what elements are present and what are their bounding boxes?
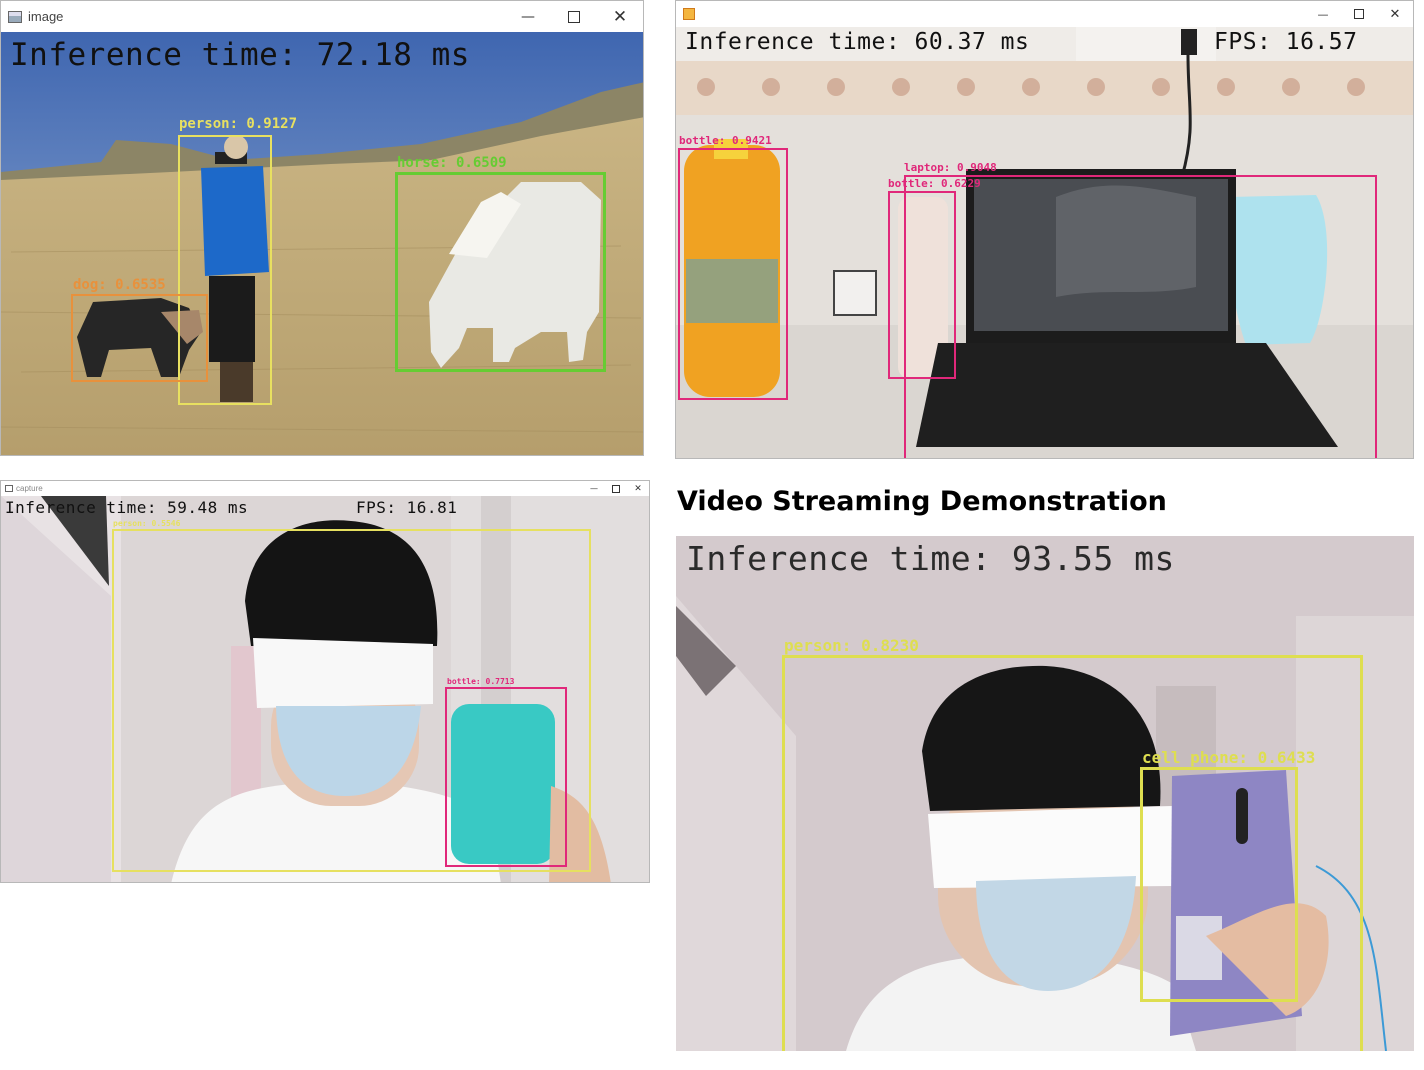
image-window: image — ✕ [0, 0, 644, 456]
close-icon[interactable]: ✕ [1389, 6, 1401, 22]
inference-time-overlay: Inference time: 59.48 ms [5, 498, 249, 517]
camera-view: Inference time: 60.37 ms FPS: 16.57 bott… [676, 27, 1413, 458]
detection-label-person: person: 0.9127 [179, 116, 298, 132]
inference-time-overlay: Inference time: 60.37 ms [685, 29, 1030, 55]
minimize-icon[interactable]: — [1317, 7, 1329, 21]
detection-label-horse: horse: 0.6509 [397, 155, 507, 171]
minimize-icon[interactable]: — [590, 484, 598, 493]
detection-label-bottle: bottle: 0.6229 [888, 177, 981, 190]
detection-box-person [178, 135, 272, 405]
maximize-icon[interactable] [1341, 1, 1377, 27]
detection-box-dog [71, 294, 208, 382]
title-bar[interactable]: capture — ✕ [1, 481, 649, 496]
detection-box-laptop [904, 175, 1377, 458]
image-window-icon [8, 10, 22, 23]
detection-box-bottle [888, 191, 956, 379]
image-view: Inference time: 72.18 ms person: 0.9127 … [1, 32, 643, 455]
detection-label-bottle: bottle: 0.9421 [679, 134, 772, 147]
image-window-icon [683, 8, 695, 20]
fps-overlay: FPS: 16.81 [356, 498, 458, 517]
detection-box-horse [395, 172, 606, 372]
detection-box-person [112, 529, 591, 872]
section-heading: Video Streaming Demonstration [677, 486, 1167, 517]
detection-label-cell-phone: cell phone: 0.6433 [1142, 748, 1316, 767]
detection-label-dog: dog: 0.6535 [73, 277, 166, 293]
detection-label-laptop: laptop: 0.9048 [904, 161, 997, 174]
inference-time-overlay: Inference time: 72.18 ms [10, 37, 470, 73]
detection-box-bottle [678, 148, 788, 400]
title-bar[interactable]: image — ✕ [1, 1, 643, 32]
video-stream-frame: Inference time: 93.55 ms person: 0.8230 … [676, 536, 1414, 1051]
minimize-icon[interactable]: — [521, 8, 535, 25]
capture-window: capture — ✕ [0, 480, 650, 883]
maximize-icon[interactable] [551, 1, 597, 32]
window-title: capture [16, 484, 43, 493]
detection-label-person: person: 0.5546 [113, 519, 181, 528]
image-window-icon [5, 485, 13, 492]
capture-view: Inference time: 59.48 ms FPS: 16.81 pers… [1, 496, 649, 882]
inference-time-overlay: Inference time: 93.55 ms [686, 539, 1175, 578]
camera-window: — ✕ [675, 0, 1414, 459]
detection-label-bottle: bottle: 0.7713 [447, 677, 515, 686]
maximize-icon[interactable] [605, 481, 627, 496]
detection-box-cell-phone [1140, 767, 1298, 1002]
close-icon[interactable]: ✕ [612, 6, 628, 27]
detection-box-bottle [445, 687, 567, 867]
window-title: image [28, 9, 64, 24]
title-bar[interactable]: — ✕ [676, 1, 1413, 27]
detection-box-person [782, 655, 1363, 1051]
close-icon[interactable]: ✕ [634, 483, 642, 494]
detection-label-person: person: 0.8230 [784, 636, 919, 655]
fps-overlay: FPS: 16.57 [1214, 29, 1358, 55]
